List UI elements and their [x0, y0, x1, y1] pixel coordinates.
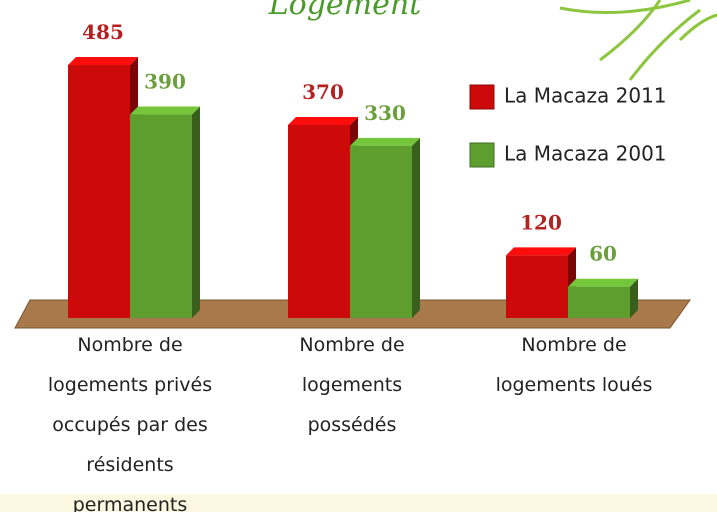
data-label: 330: [364, 101, 406, 125]
bar-side: [630, 278, 638, 318]
legend-swatch: [469, 84, 495, 110]
data-label: 485: [82, 20, 124, 44]
bar: [568, 286, 630, 318]
legend-label: La Macaza 2001: [504, 142, 667, 166]
bar-top: [506, 247, 576, 256]
bar: [350, 145, 412, 318]
x-tick-label: Nombre de logements possédés: [299, 334, 405, 436]
leaf: [678, 13, 717, 42]
bar-top: [68, 57, 138, 65]
data-label: 370: [302, 80, 344, 104]
legend-label: La Macaza 2011: [504, 84, 667, 108]
bar: [68, 65, 130, 318]
bar-top: [130, 106, 200, 115]
leaf: [559, 0, 691, 14]
bar: [288, 124, 350, 319]
data-label: 120: [520, 210, 562, 234]
legend-swatch: [469, 142, 495, 168]
leaf: [599, 0, 662, 62]
bar-top: [568, 278, 638, 287]
leaves: [559, 0, 717, 81]
bar-side: [192, 106, 200, 318]
bar-top: [350, 137, 420, 146]
bar: [130, 114, 192, 318]
data-label: 60: [589, 242, 617, 266]
bottom-strip: [0, 494, 717, 512]
leaf: [628, 8, 701, 81]
bar: [506, 255, 568, 318]
bar-top: [288, 116, 358, 125]
data-label: 390: [144, 70, 186, 94]
bar-side: [412, 137, 420, 318]
chart-title: Logement: [268, 0, 422, 22]
x-tick-label: Nombre de logements privés occupés par d…: [47, 334, 213, 512]
x-tick-label: Nombre de logements loués: [495, 334, 653, 396]
